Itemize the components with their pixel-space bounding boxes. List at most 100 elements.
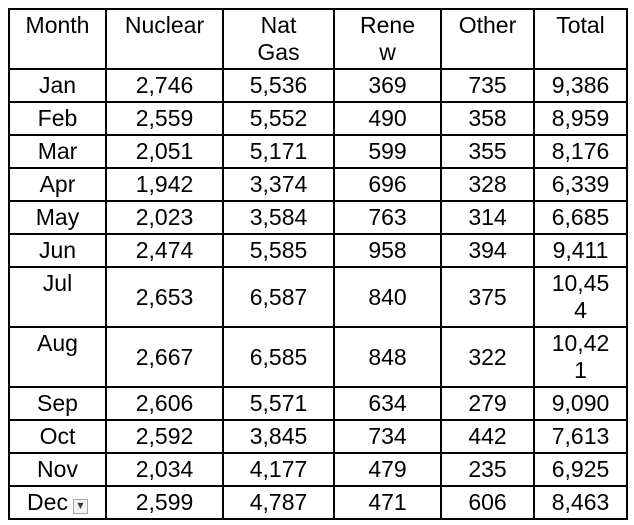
- other-cell: 322: [440, 326, 535, 388]
- other-cell: 606: [440, 485, 535, 520]
- nat-gas-cell: 5,552: [222, 101, 335, 136]
- renew-cell: 958: [333, 233, 442, 268]
- table-row-apr: Apr 1,942 3,374 696 328 6,339: [8, 167, 628, 202]
- renew-cell: 599: [333, 134, 442, 169]
- table-row-sep: Sep 2,606 5,571 634 279 9,090: [8, 386, 628, 421]
- month-cell: Aug: [8, 326, 107, 388]
- table-row-oct: Oct 2,592 3,845 734 442 7,613: [8, 419, 628, 454]
- total-cell: 9,386: [533, 68, 628, 103]
- nat-gas-cell: 5,536: [222, 68, 335, 103]
- column-header-nuclear: Nuclear: [105, 8, 224, 70]
- table-row-jun: Jun 2,474 5,585 958 394 9,411: [8, 233, 628, 268]
- month-cell: Mar: [8, 134, 107, 169]
- month-cell: Apr: [8, 167, 107, 202]
- month-cell: Jul: [8, 266, 107, 328]
- total-value: 10,454: [551, 270, 610, 323]
- column-header-nat-gas-label: Nat Gas: [257, 12, 300, 65]
- table-row-jul: Jul 2,653 6,587 840 375 10,454: [8, 266, 628, 328]
- table-row-feb: Feb 2,559 5,552 490 358 8,959: [8, 101, 628, 136]
- column-header-other: Other: [440, 8, 535, 70]
- table-row-may: May 2,023 3,584 763 314 6,685: [8, 200, 628, 235]
- total-cell: 10,421: [533, 326, 628, 388]
- renew-cell: 848: [333, 326, 442, 388]
- other-cell: 442: [440, 419, 535, 454]
- total-cell: 9,411: [533, 233, 628, 268]
- month-label: Dec: [27, 489, 68, 515]
- nuclear-cell: 2,023: [105, 200, 224, 235]
- other-cell: 375: [440, 266, 535, 328]
- table-row-mar: Mar 2,051 5,171 599 355 8,176: [8, 134, 628, 169]
- renew-cell: 369: [333, 68, 442, 103]
- other-cell: 394: [440, 233, 535, 268]
- other-cell: 328: [440, 167, 535, 202]
- nat-gas-cell: 6,587: [222, 266, 335, 328]
- total-cell: 7,613: [533, 419, 628, 454]
- nat-gas-cell: 5,171: [222, 134, 335, 169]
- month-cell: May: [8, 200, 107, 235]
- nuclear-cell: 2,051: [105, 134, 224, 169]
- nuclear-cell: 2,653: [105, 266, 224, 328]
- month-cell: Dec ▼: [8, 485, 107, 520]
- month-cell: Jun: [8, 233, 107, 268]
- monthly-energy-table: Month Nuclear Nat Gas Renew Other Total …: [8, 8, 628, 520]
- nat-gas-cell: 4,787: [222, 485, 335, 520]
- header-row: Month Nuclear Nat Gas Renew Other Total: [8, 8, 628, 70]
- total-cell: 8,959: [533, 101, 628, 136]
- nat-gas-cell: 5,585: [222, 233, 335, 268]
- renew-cell: 471: [333, 485, 442, 520]
- renew-cell: 734: [333, 419, 442, 454]
- nuclear-cell: 2,034: [105, 452, 224, 487]
- column-header-renew: Renew: [333, 8, 442, 70]
- total-value: 6,685: [551, 204, 610, 230]
- total-value: 8,463: [551, 489, 610, 515]
- other-cell: 358: [440, 101, 535, 136]
- nuclear-cell: 2,599: [105, 485, 224, 520]
- dropdown-button[interactable]: ▼: [72, 498, 88, 514]
- total-value: 8,176: [551, 138, 610, 164]
- total-cell: 6,339: [533, 167, 628, 202]
- month-cell: Oct: [8, 419, 107, 454]
- renew-cell: 634: [333, 386, 442, 421]
- column-header-nat-gas: Nat Gas: [222, 8, 335, 70]
- month-cell: Feb: [8, 101, 107, 136]
- nuclear-cell: 2,746: [105, 68, 224, 103]
- nat-gas-cell: 5,571: [222, 386, 335, 421]
- nuclear-cell: 2,667: [105, 326, 224, 388]
- total-value: 9,090: [551, 390, 610, 416]
- total-cell: 10,454: [533, 266, 628, 328]
- total-cell: 9,090: [533, 386, 628, 421]
- other-cell: 355: [440, 134, 535, 169]
- total-cell: 8,463: [533, 485, 628, 520]
- total-value: 9,386: [551, 72, 610, 98]
- total-value: 6,925: [551, 456, 610, 482]
- table-row-nov: Nov 2,034 4,177 479 235 6,925: [8, 452, 628, 487]
- month-cell: Jan: [8, 68, 107, 103]
- renew-cell: 479: [333, 452, 442, 487]
- total-cell: 8,176: [533, 134, 628, 169]
- renew-cell: 696: [333, 167, 442, 202]
- renew-cell: 490: [333, 101, 442, 136]
- table-row-aug: Aug 2,667 6,585 848 322 10,421: [8, 326, 628, 388]
- column-header-total: Total: [533, 8, 628, 70]
- nat-gas-cell: 3,374: [222, 167, 335, 202]
- nuclear-cell: 2,606: [105, 386, 224, 421]
- column-header-renew-label: Renew: [360, 12, 415, 65]
- nuclear-cell: 2,592: [105, 419, 224, 454]
- other-cell: 314: [440, 200, 535, 235]
- total-cell: 6,685: [533, 200, 628, 235]
- table-row-jan: Jan 2,746 5,536 369 735 9,386: [8, 68, 628, 103]
- total-value: 9,411: [552, 237, 609, 263]
- nat-gas-cell: 4,177: [222, 452, 335, 487]
- nuclear-cell: 2,559: [105, 101, 224, 136]
- month-cell: Nov: [8, 452, 107, 487]
- nat-gas-cell: 6,585: [222, 326, 335, 388]
- other-cell: 735: [440, 68, 535, 103]
- total-cell: 6,925: [533, 452, 628, 487]
- total-value: 10,421: [551, 330, 610, 383]
- nuclear-cell: 1,942: [105, 167, 224, 202]
- month-cell: Sep: [8, 386, 107, 421]
- renew-cell: 840: [333, 266, 442, 328]
- other-cell: 235: [440, 452, 535, 487]
- nuclear-cell: 2,474: [105, 233, 224, 268]
- nat-gas-cell: 3,584: [222, 200, 335, 235]
